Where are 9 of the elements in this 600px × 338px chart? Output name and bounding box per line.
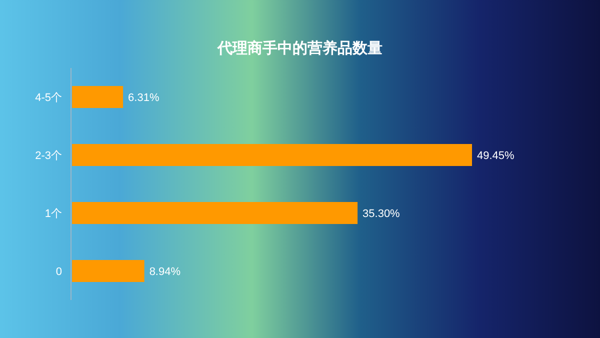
chart-title: 代理商手中的营养品数量 — [216, 39, 382, 57]
y-tick-label: 0 — [56, 266, 62, 278]
y-tick-label: 2-3个 — [35, 150, 62, 162]
data-label: 35.30% — [362, 208, 400, 220]
data-label: 6.31% — [128, 92, 160, 104]
y-tick-label: 4-5个 — [35, 92, 62, 104]
y-tick-label: 1个 — [44, 208, 62, 220]
data-label: 49.45% — [477, 150, 515, 162]
data-label: 8.94% — [149, 266, 181, 278]
